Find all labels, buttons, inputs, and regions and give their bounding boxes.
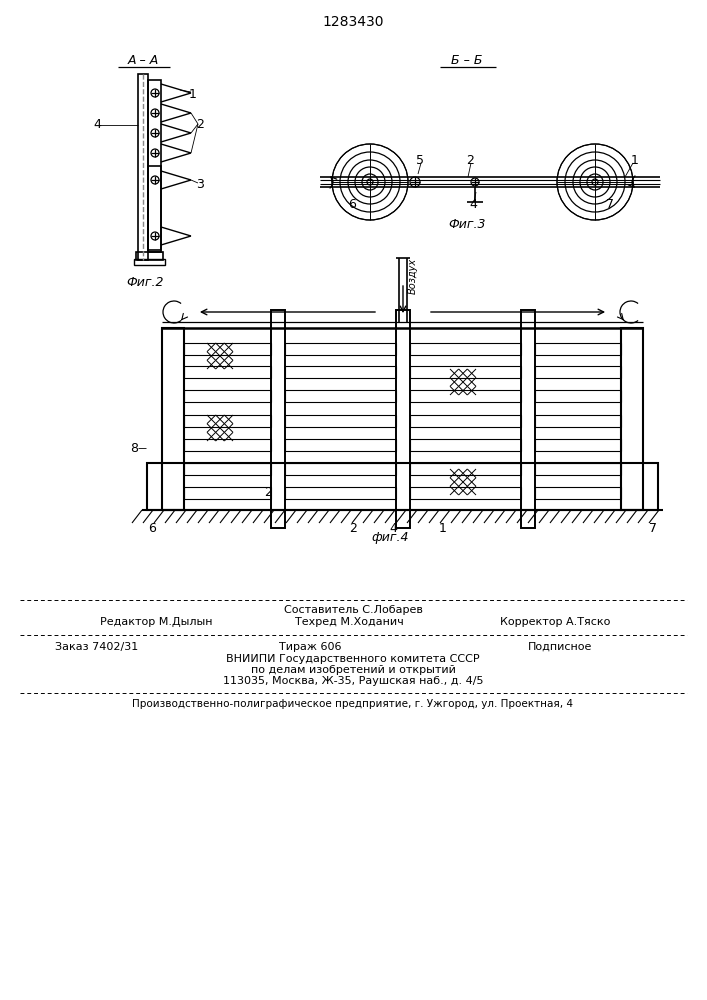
Text: Воздух: Воздух	[408, 258, 418, 294]
Bar	[410, 487, 521, 499]
Text: Корректор А.Тяско: Корректор А.Тяско	[500, 617, 610, 627]
Text: фиг.4: фиг.4	[371, 532, 409, 544]
Text: Б – Б: Б – Б	[451, 53, 483, 66]
Bar	[535, 390, 621, 402]
Bar	[184, 463, 271, 475]
Bar	[410, 366, 521, 378]
Bar	[621, 328, 643, 510]
Bar	[410, 415, 521, 427]
Text: Подписное: Подписное	[528, 642, 592, 652]
Text: 4: 4	[389, 522, 397, 534]
Bar	[535, 415, 621, 427]
Bar	[535, 343, 621, 355]
Text: 5: 5	[416, 153, 424, 166]
Bar	[162, 328, 184, 510]
Bar	[410, 390, 521, 402]
Text: Производственно-полиграфическое предприятие, г. Ужгород, ул. Проектная, 4: Производственно-полиграфическое предприя…	[132, 699, 573, 709]
Text: 2: 2	[466, 153, 474, 166]
Bar	[396, 310, 410, 528]
Bar	[285, 366, 396, 378]
Bar	[138, 74, 148, 260]
Text: Редактор М.Дылын: Редактор М.Дылын	[100, 617, 213, 627]
Bar	[285, 463, 396, 475]
Bar	[285, 487, 396, 499]
Bar	[521, 310, 535, 528]
Text: Фиг.3: Фиг.3	[448, 219, 486, 232]
Text: Тираж 606: Тираж 606	[279, 642, 341, 652]
Bar	[535, 463, 621, 475]
Bar	[410, 439, 521, 451]
Text: 1: 1	[189, 89, 197, 102]
Text: Фиг.2: Фиг.2	[127, 275, 164, 288]
Text: Составитель С.Лобарев: Составитель С.Лобарев	[284, 605, 423, 615]
Text: 4: 4	[469, 198, 477, 212]
Bar	[134, 259, 165, 265]
Bar	[271, 310, 285, 528]
Text: ВНИИПИ Государственного комитета СССР: ВНИИПИ Государственного комитета СССР	[226, 654, 480, 664]
Text: 1: 1	[439, 522, 447, 534]
Text: 4: 4	[93, 118, 101, 131]
Bar	[136, 252, 163, 260]
Bar	[184, 366, 271, 378]
Bar	[410, 343, 521, 355]
Bar	[148, 166, 161, 250]
Bar	[285, 343, 396, 355]
Text: 7: 7	[649, 522, 657, 534]
Bar	[184, 487, 271, 499]
Bar	[184, 415, 271, 427]
Bar	[148, 80, 161, 252]
Bar	[285, 415, 396, 427]
Text: А – А: А – А	[127, 53, 158, 66]
Text: 113035, Москва, Ж-35, Раушская наб., д. 4/5: 113035, Москва, Ж-35, Раушская наб., д. …	[223, 676, 484, 686]
Text: 7: 7	[606, 198, 614, 212]
Bar	[535, 487, 621, 499]
Text: по делам изобретений и открытий: по делам изобретений и открытий	[250, 665, 455, 675]
Text: 3: 3	[196, 178, 204, 190]
Text: 6: 6	[148, 522, 156, 534]
Bar	[184, 343, 271, 355]
Text: 6: 6	[348, 198, 356, 212]
Text: 2: 2	[264, 486, 272, 498]
Bar	[285, 439, 396, 451]
Text: Заказ 7402/31: Заказ 7402/31	[55, 642, 139, 652]
Text: 8: 8	[130, 442, 138, 454]
Bar	[535, 439, 621, 451]
Bar	[184, 390, 271, 402]
Text: 1: 1	[631, 153, 639, 166]
Bar	[285, 390, 396, 402]
Text: Техред М.Ходанич: Техред М.Ходанич	[295, 617, 404, 627]
Text: 2: 2	[196, 118, 204, 131]
Bar	[410, 463, 521, 475]
Text: 1283430: 1283430	[322, 15, 384, 29]
Bar	[147, 463, 658, 510]
Text: 2: 2	[349, 522, 357, 534]
Bar	[184, 439, 271, 451]
Bar	[535, 366, 621, 378]
